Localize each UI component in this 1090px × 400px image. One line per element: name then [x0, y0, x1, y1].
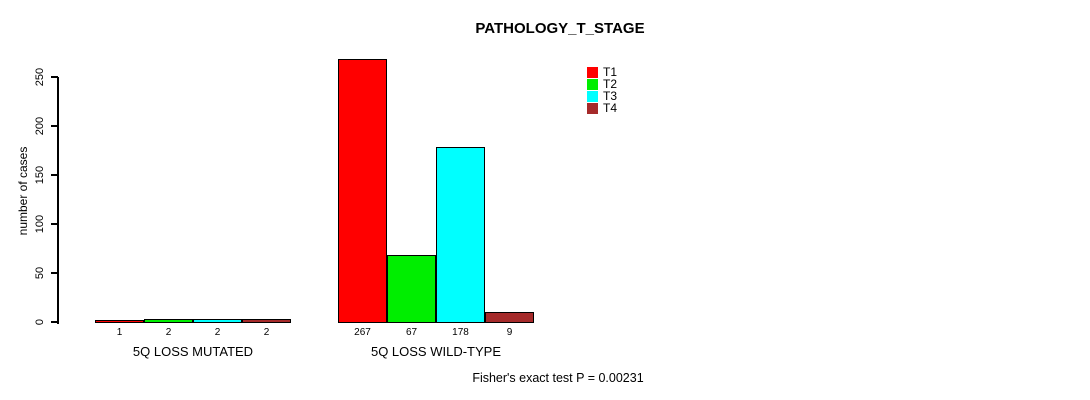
- legend-item-t2: T2: [587, 78, 617, 90]
- y-axis-line: [57, 77, 59, 324]
- chart-title: PATHOLOGY_T_STAGE: [475, 20, 645, 37]
- legend-label: T3: [603, 89, 618, 103]
- bar-t1-group2: [338, 59, 387, 323]
- bar-value-label: 267: [354, 327, 371, 338]
- bar-value-label: 67: [405, 327, 418, 338]
- bar-t2-group1: [144, 319, 193, 323]
- y-tick: [51, 76, 58, 78]
- bar-value-label: 9: [506, 327, 513, 338]
- legend-swatch-t4: [587, 102, 598, 114]
- y-tick-label: 50: [34, 266, 46, 280]
- bar-value-label: 178: [452, 327, 469, 338]
- legend-label: T1: [603, 65, 618, 79]
- y-tick: [51, 125, 58, 127]
- bar-t4-group2: [485, 312, 534, 323]
- legend-swatch-t3: [587, 90, 598, 102]
- bar-t3-group1: [193, 319, 242, 323]
- y-tick: [51, 272, 58, 274]
- bar-value-label: 2: [165, 327, 172, 338]
- y-tick-label: 0: [34, 318, 46, 326]
- category-label: 5Q LOSS WILD-TYPE: [370, 344, 502, 359]
- legend-item-t1: T1: [587, 66, 617, 78]
- legend-swatch-t2: [587, 78, 598, 90]
- bar-value-label: 1: [116, 327, 123, 338]
- y-tick: [51, 174, 58, 176]
- legend-item-t4: T4: [587, 102, 617, 114]
- y-tick-label: 100: [34, 214, 46, 234]
- legend: T1 T2 T3 T4: [587, 66, 617, 114]
- y-tick-label: 250: [34, 67, 46, 87]
- category-label: 5Q LOSS MUTATED: [132, 344, 254, 359]
- stat-annotation: Fisher's exact test P = 0.00231: [472, 371, 644, 385]
- y-tick: [51, 321, 58, 323]
- bar-t2-group2: [387, 255, 436, 323]
- y-tick: [51, 223, 58, 225]
- y-tick-label: 200: [34, 116, 46, 136]
- bar-t3-group2: [436, 147, 485, 323]
- bar-value-label: 2: [263, 327, 270, 338]
- legend-label: T2: [603, 77, 618, 91]
- legend-item-t3: T3: [587, 90, 617, 102]
- bar-t1-group1: [95, 320, 144, 323]
- bar-t4-group1: [242, 319, 291, 323]
- y-axis-label: number of cases: [16, 146, 30, 236]
- bar-value-label: 2: [214, 327, 221, 338]
- legend-label: T4: [603, 101, 618, 115]
- legend-swatch-t1: [587, 66, 598, 78]
- y-tick-label: 150: [34, 165, 46, 185]
